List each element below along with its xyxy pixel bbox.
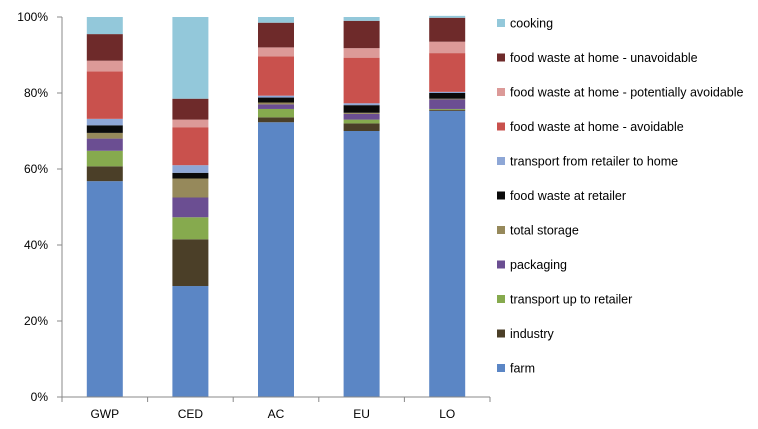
legend-swatch-transport-up-to-retailer [497, 295, 505, 303]
legend-swatch-food-waste-at-home-unavoidable [497, 53, 505, 62]
bar-segment-gwp-transport-from-retailer-to-home [86, 118, 123, 126]
bar-segment-gwp-cooking [86, 17, 123, 35]
axes [57, 16, 491, 402]
y-tick-label: 40% [24, 238, 48, 252]
bar-segment-gwp-food-waste-at-retailer [86, 125, 123, 133]
bar-segment-ac-transport-up-to-retailer [258, 108, 294, 118]
bar-segment-ac-food-waste-at-retailer [258, 97, 294, 103]
bar-segment-eu-transport-from-retailer-to-home [343, 103, 380, 106]
bar-segment-ac-packaging [258, 104, 294, 109]
legend-swatch-farm [497, 364, 505, 372]
legend-label-industry: industry [510, 327, 555, 341]
bar-segment-gwp-total-storage [86, 132, 123, 139]
bar-segment-gwp-food-waste-at-home-avoidable [86, 71, 123, 119]
bar-segment-gwp-food-waste-at-home-potentially-avoidable [86, 60, 123, 72]
bar-segment-ac-cooking [258, 17, 294, 23]
bar-segment-ac-food-waste-at-home-avoidable [258, 56, 294, 96]
bar-segment-eu-total-storage [343, 112, 380, 114]
bar-segment-ac-farm [258, 122, 294, 397]
legend-swatch-total-storage [497, 226, 505, 234]
bar-segment-lo-packaging [429, 99, 466, 109]
bar-segment-gwp-transport-up-to-retailer [86, 150, 123, 167]
y-tick-label: 20% [24, 314, 48, 328]
legend-label-total-storage: total storage [510, 224, 579, 238]
bar-segment-lo-food-waste-at-home-unavoidable [429, 17, 466, 42]
x-tick-label: GWP [90, 407, 119, 421]
legend-label-transport-up-to-retailer: transport up to retailer [510, 293, 632, 307]
bar-segment-eu-food-waste-at-home-unavoidable [343, 20, 380, 49]
bar-segment-ced-food-waste-at-home-unavoidable [172, 98, 209, 120]
legend-label-packaging: packaging [510, 258, 567, 272]
bar-segment-gwp-packaging [86, 138, 123, 151]
x-tick-label: LO [439, 407, 455, 421]
y-tick-label: 60% [24, 162, 48, 176]
legend: cooking food waste at home - unavoidable f… [497, 17, 744, 376]
bar-segment-ced-packaging [172, 197, 209, 218]
legend-swatch-packaging [497, 260, 505, 269]
y-tick-label: 80% [24, 86, 48, 100]
bar-segment-ced-food-waste-at-home-avoidable [172, 127, 209, 166]
legend-swatch-food-waste-at-home-potentially-avoidable [497, 88, 505, 96]
bar-segment-eu-packaging [343, 113, 380, 120]
bar-segment-eu-food-waste-at-home-avoidable [343, 57, 380, 104]
bar-segment-ced-cooking [172, 17, 209, 99]
bar-segment-lo-total-storage [429, 98, 466, 100]
bar-segment-ced-farm [172, 286, 209, 397]
bar-segment-ced-industry [172, 239, 209, 287]
bar-segment-ced-transport-up-to-retailer [172, 217, 209, 240]
x-axis-tick-labels: GWP CED AC EU LO [90, 407, 455, 421]
legend-label-transport-from-retailer-to-home: transport from retailer to home [510, 155, 678, 169]
legend-label-food-waste-at-home-avoidable: food waste at home - avoidable [510, 120, 684, 134]
bar-segment-lo-food-waste-at-home-avoidable [429, 53, 466, 92]
legend-swatch-transport-from-retailer-to-home [497, 157, 505, 165]
x-tick-label: AC [268, 407, 285, 421]
x-tick-label: CED [178, 407, 204, 421]
bar-segment-lo-food-waste-at-retailer [429, 93, 466, 99]
bar-segment-ced-food-waste-at-home-potentially-avoidable [172, 119, 209, 128]
bar-segment-ac-industry [258, 117, 294, 123]
bar-segment-ced-total-storage [172, 178, 209, 198]
bar-segment-ac-food-waste-at-home-unavoidable [258, 22, 294, 48]
legend-label-farm: farm [510, 362, 535, 376]
bar-segment-eu-cooking [343, 17, 380, 21]
legend-label-cooking: cooking [510, 17, 553, 31]
bars [86, 15, 466, 398]
bar-segment-gwp-food-waste-at-home-unavoidable [86, 34, 123, 61]
legend-swatch-industry [497, 329, 505, 338]
bar-segment-ac-total-storage [258, 102, 294, 105]
bar-segment-ced-food-waste-at-retailer [172, 172, 209, 179]
legend-swatch-food-waste-at-retailer [497, 191, 505, 200]
bar-segment-lo-industry [429, 109, 466, 111]
y-tick-label: 0% [31, 390, 49, 404]
bar-segment-ac-transport-from-retailer-to-home [258, 95, 294, 98]
legend-label-food-waste-at-retailer: food waste at retailer [510, 189, 626, 203]
bar-segment-eu-food-waste-at-home-potentially-avoidable [343, 48, 380, 58]
x-tick-label: EU [353, 407, 370, 421]
bar-segment-ced-transport-from-retailer-to-home [172, 165, 209, 173]
bar-segment-lo-cooking [429, 15, 466, 18]
legend-label-food-waste-at-home-unavoidable: food waste at home - unavoidable [510, 51, 698, 65]
bar-segment-eu-food-waste-at-retailer [343, 105, 380, 113]
legend-swatch-cooking [497, 19, 505, 27]
bar-segment-eu-industry [343, 123, 380, 131]
bar-segment-eu-transport-up-to-retailer [343, 119, 380, 124]
bar-segment-lo-transport-up-to-retailer [429, 108, 466, 110]
y-axis-tick-labels: 0% 20% 40% 60% 80% 100% [17, 10, 48, 404]
legend-label-food-waste-at-home-potentially-avoidable: food waste at home - potentially avoidab… [510, 86, 744, 100]
bar-segment-lo-farm [429, 110, 466, 398]
bar-segment-gwp-farm [86, 181, 123, 397]
bar-segment-gwp-industry [86, 166, 123, 182]
bar-segment-lo-transport-from-retailer-to-home [429, 91, 466, 93]
bar-segment-lo-food-waste-at-home-potentially-avoidable [429, 41, 466, 54]
y-tick-label: 100% [17, 10, 48, 24]
bar-segment-ac-food-waste-at-home-potentially-avoidable [258, 47, 294, 57]
bar-segment-eu-farm [343, 131, 380, 397]
legend-swatch-food-waste-at-home-avoidable [497, 122, 505, 131]
